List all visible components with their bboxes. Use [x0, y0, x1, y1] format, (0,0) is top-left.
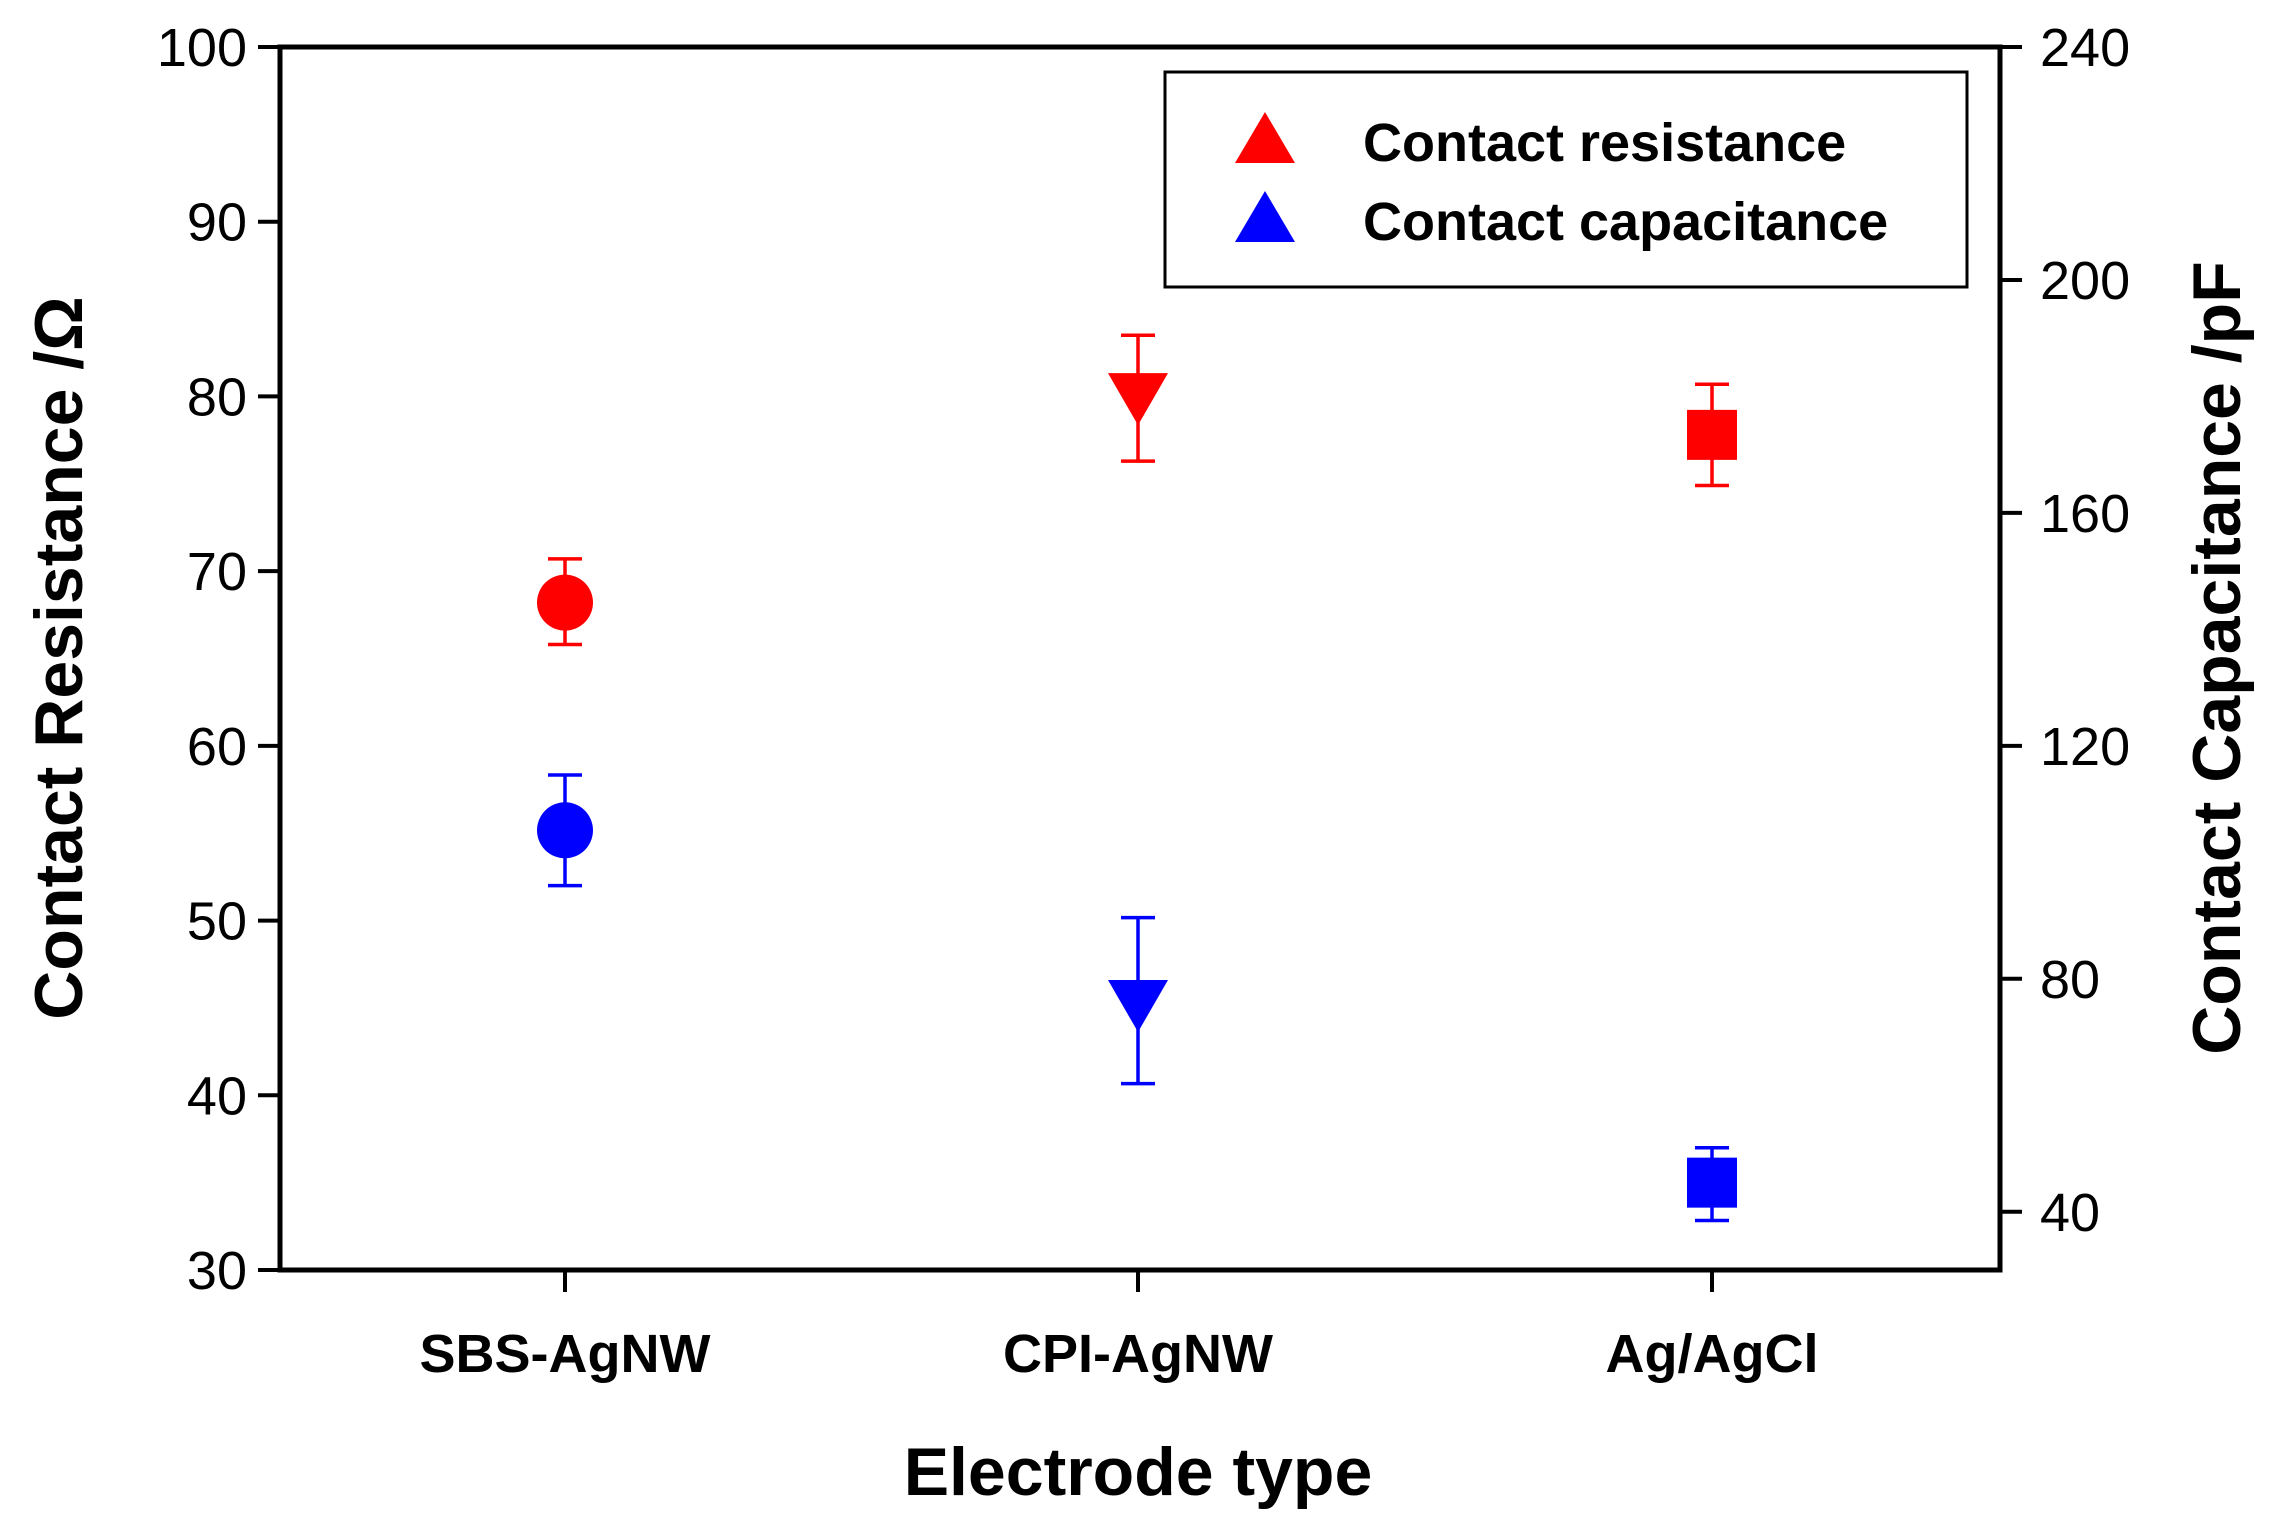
- y-tick-label-90: 90: [187, 193, 247, 253]
- legend-label-contact-resistance: Contact resistance: [1363, 113, 1846, 173]
- contact-capacitance-point-cpi-agnw: [1108, 980, 1168, 1033]
- legend-marker-contact-resistance: [1235, 112, 1295, 163]
- y-axis-title: Contact Resistance /Ω: [21, 296, 97, 1019]
- y2-tick-label-200: 200: [2040, 251, 2130, 311]
- x-tick-label-sbs-agnw: SBS-AgNW: [420, 1324, 711, 1384]
- x-tick-label-cpi-agnw: CPI-AgNW: [1003, 1324, 1273, 1384]
- y-tick-label-80: 80: [187, 367, 247, 427]
- legend-label-contact-capacitance: Contact capacitance: [1363, 192, 1888, 252]
- y-tick-label-50: 50: [187, 892, 247, 952]
- y-tick-label-60: 60: [187, 717, 247, 777]
- y2-tick-label-40: 40: [2040, 1183, 2100, 1243]
- legend: Contact resistance Contact capacitance: [1163, 70, 1969, 289]
- contact-resistance-point-sbs-agnw: [537, 574, 593, 631]
- y2-axis-title: Contact Capacitance /pF: [2179, 261, 2255, 1055]
- y2-tick-label-80: 80: [2040, 950, 2100, 1010]
- contact-capacitance-point-ag-agcl: [1687, 1157, 1737, 1208]
- legend-box: [1163, 70, 1969, 289]
- contact-resistance-point-cpi-agnw: [1108, 373, 1168, 426]
- y2-tick-label-240: 240: [2040, 18, 2130, 78]
- y2-tick-label-120: 120: [2040, 717, 2130, 777]
- axes: 30 40 50 60 70 80 90 100 40 80 120 160 200 240 SBS-AgN…: [157, 18, 2130, 1384]
- legend-marker-contact-capacitance: [1235, 191, 1295, 242]
- y-tick-label-30: 30: [187, 1241, 247, 1301]
- contact-resistance-point-ag-agcl: [1687, 409, 1737, 460]
- contact-capacitance-point-sbs-agnw: [537, 802, 593, 859]
- x-tick-label-ag-agcl: Ag/AgCl: [1606, 1324, 1819, 1384]
- y2-tick-label-160: 160: [2040, 484, 2130, 544]
- x-axis-title: Electrode type: [904, 1434, 1373, 1510]
- y-tick-label-100: 100: [157, 18, 247, 78]
- chart-marks: [537, 333, 1737, 1223]
- y-tick-label-70: 70: [187, 542, 247, 602]
- y-tick-label-40: 40: [187, 1066, 247, 1126]
